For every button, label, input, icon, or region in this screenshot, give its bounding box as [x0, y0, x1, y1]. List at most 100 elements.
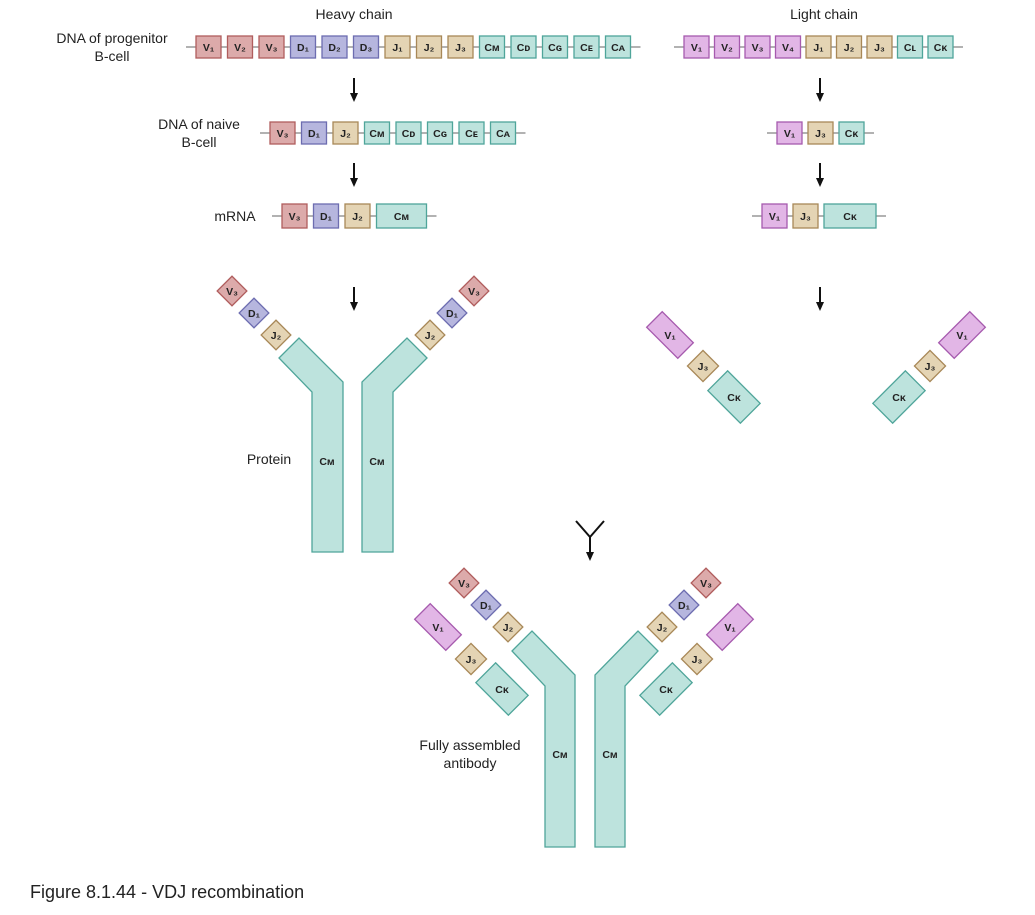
- antibody-right-light-v-domain-label: V₁: [724, 622, 735, 634]
- antibody-left-light-c-domain-label: Cᴋ: [495, 684, 509, 696]
- light-progenitor-segment-3: [744, 35, 771, 59]
- heavy-naive-segment-3: [332, 121, 359, 145]
- diagram-shapes: V₁ V₂ V₃ D₁ D₂ D₃ J₁ J₂ J₃ Cᴍ Cᴅ Cɢ Cᴇ Cᴀ V₁ V₂ V₃ V₄ J₁ J₂…: [186, 35, 987, 848]
- protein-left-d-domain: D₁: [238, 297, 270, 329]
- protein-right-light-v-domain-box: [937, 310, 987, 360]
- antibody-left-heavy-v-domain: V₃: [448, 567, 480, 599]
- protein-left-light-j-domain-box: [686, 349, 720, 383]
- heavy-mrna-segment-4: [375, 203, 428, 229]
- antibody-right-heavy-v-domain-box: [690, 567, 722, 599]
- protein-right-d-domain: D₁: [436, 297, 468, 329]
- heavy-mrna-segment-label-4: Cᴍ: [394, 211, 410, 223]
- antibody-right-light-c-domain: Cᴋ: [638, 661, 694, 717]
- assembled-label-line2: antibody: [444, 755, 497, 771]
- antibody-right-light-v-domain: V₁: [705, 602, 755, 652]
- protein-left-heavy-constant-label: Cᴍ: [319, 456, 335, 468]
- antibody-left-heavy-constant-label: Cᴍ: [552, 749, 568, 761]
- light-mrna-segment-label-3: Cᴋ: [843, 211, 857, 223]
- antibody-left-heavy-d-domain-box: [470, 589, 502, 621]
- light-progenitor-segment-label-3: V₃: [752, 42, 764, 54]
- antibody-right-light-j-domain: J₃: [680, 642, 714, 676]
- antibody-right-heavy-constant: [594, 630, 659, 848]
- protein-left-light-c-domain-box: [706, 369, 762, 425]
- light-naive-segment-label-1: V₁: [784, 128, 795, 140]
- protein-right-heavy-constant: [361, 337, 428, 553]
- heavy-naive-segment-label-7: Cᴇ: [465, 128, 478, 140]
- antibody-left-heavy-d-domain: D₁: [470, 589, 502, 621]
- heavy-naive-segment-label-4: Cᴍ: [369, 128, 385, 140]
- step-arrow-6-head: [816, 302, 824, 311]
- antibody-left-light-v-domain-label: V₁: [432, 622, 443, 634]
- step-arrow-1-head: [350, 93, 358, 102]
- antibody-right-heavy-j-domain: J₂: [646, 611, 678, 643]
- heavy-progenitor-segment-label-13: Cᴇ: [580, 42, 593, 54]
- heavy-progenitor-segment-label-4: D₁: [297, 42, 309, 54]
- protein-left-light-v-domain-label: V₁: [664, 330, 675, 342]
- heavy-mrna-segment-label-3: J₂: [352, 211, 363, 223]
- antibody-left-heavy-v-domain-label: V₃: [458, 578, 470, 590]
- heavy-progenitor-segment-label-1: V₁: [203, 42, 214, 54]
- heavy-progenitor-segment-label-10: Cᴍ: [484, 42, 500, 54]
- antibody-right-heavy-d-domain: D₁: [668, 589, 700, 621]
- heavy-naive-segment-label-3: J₂: [340, 128, 351, 140]
- antibody-right-heavy-d-domain-box: [668, 589, 700, 621]
- heavy-naive-segment-label-5: Cᴅ: [402, 128, 416, 140]
- antibody-left-heavy-j-domain-label: J₂: [503, 622, 514, 634]
- progenitor-label-line1: DNA of progenitor: [56, 30, 168, 46]
- step-arrow-5-head: [816, 178, 824, 187]
- heavy-progenitor-segment-4: [289, 35, 317, 59]
- light-mrna-segment-label-2: J₃: [800, 211, 811, 223]
- heavy-progenitor-segment-8: [415, 35, 443, 59]
- step-arrow-3-head: [350, 302, 358, 311]
- protein-right-light-v-domain-label: V₁: [956, 330, 967, 342]
- heavy-progenitor-segment-label-7: J₁: [392, 42, 402, 54]
- protein-right-light-v-domain: V₁: [937, 310, 987, 360]
- heavy-progenitor-segment-6: [352, 35, 380, 59]
- protein-right-light-c-domain-label: Cᴋ: [892, 392, 906, 404]
- light-progenitor-segment-4: [774, 35, 802, 59]
- heavy-naive-segment-7: [458, 121, 485, 145]
- antibody-left-light-j-domain-box: [454, 642, 488, 676]
- naive-label-line1: DNA of naive: [158, 116, 240, 132]
- heavy-mrna-segment-1: [281, 203, 308, 229]
- heavy-progenitor-segment-5: [321, 35, 348, 59]
- antibody-right-heavy-constant-label: Cᴍ: [602, 749, 618, 761]
- protein-right-light-c-domain-box: [871, 369, 927, 425]
- protein-right-v-domain-label: V₃: [468, 286, 480, 298]
- antibody-right-heavy-j-domain-box: [646, 611, 678, 643]
- heavy-naive-segment-8: [489, 121, 517, 145]
- protein-left-light-v-domain-box: [645, 310, 695, 360]
- heavy-mrna-segment-2: [312, 203, 340, 229]
- protein-left-v-domain-box: [216, 275, 248, 307]
- heavy-chain-heading: Heavy chain: [315, 6, 392, 22]
- heavy-naive-segment-label-8: Cᴀ: [496, 128, 511, 140]
- light-naive-segment-2: [807, 121, 834, 145]
- heavy-progenitor-segment-2: [226, 35, 254, 59]
- heavy-naive-segment-5: [395, 121, 422, 145]
- protein-right-heavy-constant-label: Cᴍ: [369, 456, 385, 468]
- antibody-left-light-c-domain-box: [474, 661, 530, 717]
- protein-right-j-domain-label: J₂: [425, 330, 436, 342]
- antibody-left-light-j-domain-label: J₃: [466, 654, 477, 666]
- merge-arrow-head: [586, 552, 594, 561]
- antibody-left-heavy-j-domain: J₂: [492, 611, 524, 643]
- antibody-right-light-c-domain-box: [638, 661, 694, 717]
- light-mrna-segment-2: [792, 203, 819, 229]
- merge-arrow-fork: [575, 520, 605, 539]
- heavy-progenitor-segment-10: [478, 35, 506, 59]
- protein-left-j-domain-label: J₂: [271, 330, 282, 342]
- assembled-label-line1: Fully assembled: [419, 737, 520, 753]
- protein-left-heavy-constant: [278, 337, 344, 553]
- protein-left-light-j-domain: J₃: [686, 349, 720, 383]
- step-arrow-4-head: [816, 93, 824, 102]
- heavy-progenitor-segment-label-5: D₂: [328, 42, 341, 54]
- protein-left-j-domain: J₂: [260, 319, 292, 351]
- light-chain-heading: Light chain: [790, 6, 858, 22]
- light-progenitor-segment-6: [835, 35, 863, 59]
- heavy-mrna-segment-label-2: D₁: [320, 211, 332, 223]
- protein-right-j-domain-box: [414, 319, 446, 351]
- antibody-right-heavy-j-domain-label: J₂: [657, 622, 668, 634]
- protein-right-v-domain: V₃: [458, 275, 490, 307]
- antibody-left-light-c-domain: Cᴋ: [474, 661, 530, 717]
